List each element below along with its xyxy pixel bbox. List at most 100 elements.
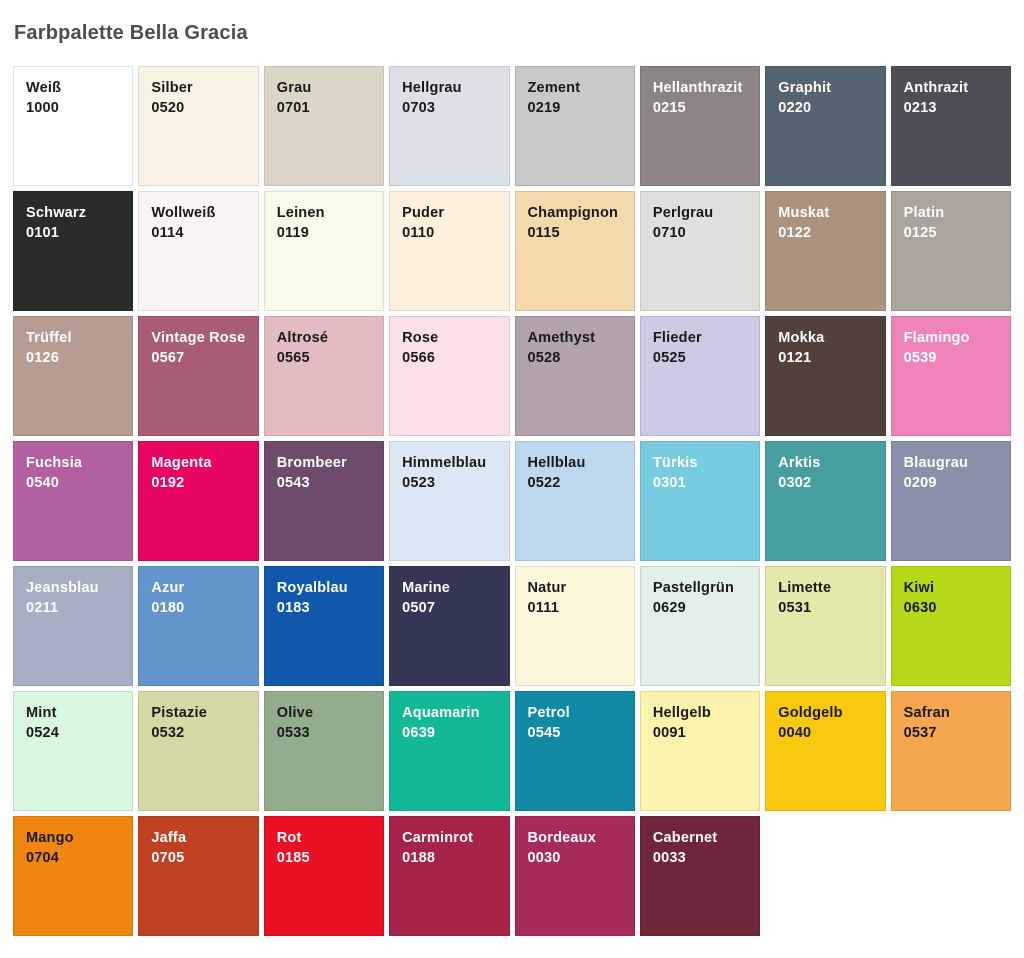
color-name: Carminrot (402, 830, 474, 846)
color-swatch-0110: Puder 0110 (389, 191, 510, 311)
color-code: 0539 (903, 350, 937, 366)
color-name: Mokka (778, 330, 825, 346)
color-code: 0540 (26, 475, 60, 491)
color-code: 0091 (652, 725, 686, 741)
color-name: Magenta (151, 455, 212, 471)
color-name: Safran (903, 705, 950, 721)
color-swatch-0121: Mokka 0121 (765, 316, 886, 436)
color-name: Jeansblau (26, 580, 99, 596)
color-swatch-0701: Grau 0701 (263, 66, 385, 186)
color-swatch-0520: Silber 0520 (138, 66, 259, 186)
color-code: 0215 (652, 100, 686, 116)
color-swatch-0114: Wollweiß 0114 (138, 191, 259, 311)
color-name: Schwarz (26, 205, 87, 221)
color-code: 0524 (26, 725, 60, 741)
color-swatch-0119: Leinen 0119 (263, 191, 385, 311)
color-name: Arktis (778, 455, 821, 471)
color-swatch-0630: Kiwi 0630 (890, 566, 1011, 686)
color-code: 0704 (26, 850, 60, 866)
color-swatch-0507: Marine 0507 (389, 566, 510, 686)
color-code: 0543 (276, 475, 310, 491)
color-swatch-1000: Weiß 1000 (13, 66, 134, 186)
color-swatch-0703: Hellgrau 0703 (389, 66, 510, 186)
color-name: Hellblau (527, 455, 586, 471)
color-name: Goldgelb (778, 705, 843, 721)
color-code: 0220 (778, 100, 812, 116)
color-swatch-0219: Zement 0219 (514, 66, 635, 186)
color-swatch-0539: Flamingo 0539 (890, 316, 1011, 436)
color-code: 0710 (652, 225, 686, 241)
color-code: 0520 (151, 100, 185, 116)
color-swatch-0565: Altrosé 0565 (263, 316, 385, 436)
color-code: 0121 (778, 350, 812, 366)
color-code: 0122 (778, 225, 812, 241)
color-code: 0533 (276, 725, 310, 741)
color-swatch-0220: Graphit 0220 (765, 66, 886, 186)
color-code: 0565 (276, 350, 310, 366)
color-swatch-0215: Hellanthrazit 0215 (639, 66, 761, 186)
color-code: 0522 (527, 475, 561, 491)
color-name: Marine (402, 580, 451, 596)
color-name: Mint (26, 705, 57, 721)
color-swatch-0209: Blaugrau 0209 (890, 441, 1011, 561)
color-code: 0033 (652, 850, 686, 866)
color-name: Altrosé (276, 330, 329, 346)
color-code: 0125 (903, 225, 937, 241)
color-name: Grau (276, 80, 312, 96)
color-code: 0213 (903, 100, 937, 116)
color-name: Limette (778, 580, 832, 596)
color-swatch-0523: Himmelblau 0523 (389, 441, 510, 561)
color-swatch-0125: Platin 0125 (890, 191, 1011, 311)
color-swatch-0537: Safran 0537 (890, 691, 1011, 811)
color-swatch-0532: Pistazie 0532 (138, 691, 259, 811)
color-swatch-0033: Cabernet 0033 (639, 816, 761, 936)
color-name: Hellgrau (402, 80, 462, 96)
color-code: 0101 (26, 225, 60, 241)
color-name: Natur (527, 580, 567, 596)
color-code: 0532 (151, 725, 185, 741)
color-swatch-0213: Anthrazit 0213 (890, 66, 1011, 186)
color-name: Flieder (652, 330, 702, 346)
color-code: 0219 (527, 100, 561, 116)
color-name: Anthrazit (903, 80, 969, 96)
color-code: 0537 (903, 725, 937, 741)
color-code: 0507 (402, 600, 436, 616)
color-code: 0180 (151, 600, 185, 616)
color-swatch-0540: Fuchsia 0540 (13, 441, 134, 561)
color-swatch-0629: Pastellgrün 0629 (639, 566, 761, 686)
color-code: 0185 (276, 850, 310, 866)
color-name: Rot (276, 830, 302, 846)
color-code: 0545 (527, 725, 561, 741)
color-code: 0528 (527, 350, 561, 366)
color-code: 0110 (402, 225, 435, 241)
color-swatch-0533: Olive 0533 (263, 691, 385, 811)
color-code: 0126 (26, 350, 60, 366)
color-swatch-0704: Mango 0704 (13, 816, 134, 936)
color-name: Petrol (527, 705, 570, 721)
color-swatch-0111: Natur 0111 (514, 566, 635, 686)
color-code: 0111 (527, 600, 559, 616)
color-name: Azur (151, 580, 185, 596)
color-code: 0703 (402, 100, 436, 116)
color-name: Weiß (26, 80, 62, 96)
color-name: Muskat (778, 205, 830, 221)
color-name: Brombeer (276, 455, 347, 471)
color-swatch-0522: Hellblau 0522 (514, 441, 635, 561)
color-name: Türkis (652, 455, 698, 471)
color-code: 0192 (151, 475, 185, 491)
color-name: Wollweiß (151, 205, 216, 221)
color-swatch-0122: Muskat 0122 (765, 191, 886, 311)
color-name: Puder (402, 205, 445, 221)
color-code: 0630 (903, 600, 937, 616)
color-code: 0209 (903, 475, 937, 491)
color-swatch-0705: Jaffa 0705 (138, 816, 259, 936)
color-swatch-0566: Rose 0566 (389, 316, 510, 436)
color-name: Flamingo (903, 330, 970, 346)
color-swatch-0525: Flieder 0525 (639, 316, 761, 436)
color-swatch-0091: Hellgelb 0091 (639, 691, 761, 811)
color-code: 0183 (276, 600, 310, 616)
color-code: 0639 (402, 725, 436, 741)
color-name: Platin (903, 205, 945, 221)
color-code: 0525 (652, 350, 686, 366)
color-swatch-0040: Goldgelb 0040 (765, 691, 886, 811)
